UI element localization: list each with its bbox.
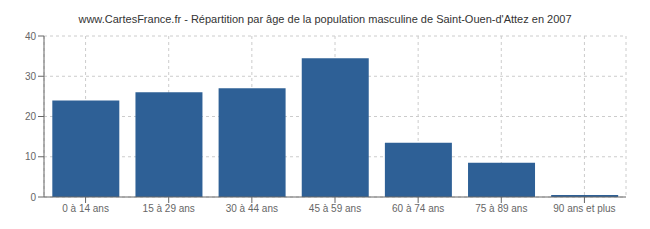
svg-text:30 à 44 ans: 30 à 44 ans: [226, 203, 278, 214]
svg-text:20: 20: [25, 111, 37, 122]
svg-text:90 ans et plus: 90 ans et plus: [553, 203, 615, 214]
svg-text:60 à 74 ans: 60 à 74 ans: [392, 203, 444, 214]
html-text:www.CartesFrance.fr - Répartit: www.CartesFrance.fr - Répartition par âg…: [78, 13, 572, 25]
svg-text:40: 40: [25, 31, 37, 42]
svg-text:10: 10: [25, 151, 37, 162]
svg-text:0: 0: [30, 192, 36, 203]
svg-text:45 à 59 ans: 45 à 59 ans: [309, 203, 361, 214]
svg-text:30: 30: [25, 71, 37, 82]
svg-text:15 à 29 ans: 15 à 29 ans: [143, 203, 195, 214]
svg-text:0 à 14 ans: 0 à 14 ans: [62, 203, 109, 214]
svg-text:75 à 89 ans: 75 à 89 ans: [475, 203, 527, 214]
